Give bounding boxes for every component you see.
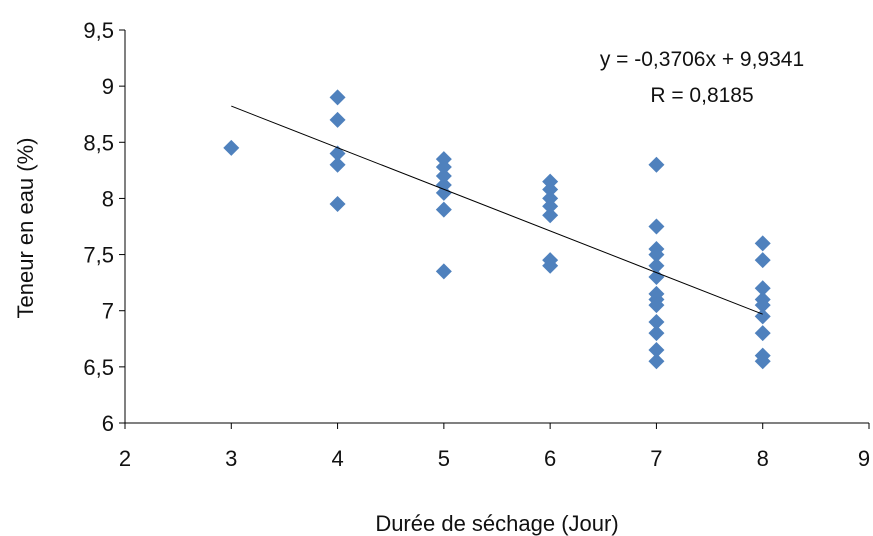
data-point xyxy=(648,269,665,286)
y-tick-label: 6,5 xyxy=(83,355,114,380)
data-point xyxy=(648,313,665,330)
y-tick-label: 8,5 xyxy=(83,130,114,155)
x-tick-label: 3 xyxy=(225,446,237,471)
x-tick-label: 9 xyxy=(858,446,870,471)
data-point xyxy=(223,139,240,156)
data-point xyxy=(648,156,665,173)
data-point xyxy=(435,158,452,175)
x-tick-label: 4 xyxy=(331,446,343,471)
data-point xyxy=(754,325,771,342)
r-value-label: R = 0,8185 xyxy=(650,84,753,107)
y-tick-label: 9 xyxy=(102,74,114,99)
y-tick-label: 6 xyxy=(102,411,114,436)
data-point xyxy=(754,252,771,269)
data-point xyxy=(754,235,771,252)
y-axis-title: Teneur en eau (%) xyxy=(13,138,38,319)
data-point xyxy=(329,156,346,173)
data-point xyxy=(754,297,771,314)
x-tick-label: 5 xyxy=(438,446,450,471)
data-point xyxy=(648,257,665,274)
x-tick-label: 8 xyxy=(757,446,769,471)
data-point xyxy=(542,257,559,274)
data-point xyxy=(329,89,346,106)
x-axis-title: Durée de séchage (Jour) xyxy=(375,511,618,536)
y-tick-label: 8 xyxy=(102,186,114,211)
axes xyxy=(124,30,869,424)
data-point xyxy=(435,184,452,201)
x-tick-label: 6 xyxy=(544,446,556,471)
data-point xyxy=(648,342,665,359)
y-tick-label: 7,5 xyxy=(83,243,114,268)
data-point xyxy=(754,280,771,297)
data-point xyxy=(648,325,665,342)
data-point xyxy=(648,297,665,314)
x-ticks: 2 3 4 5 6 7 8 9 xyxy=(119,423,870,471)
data-point xyxy=(754,308,771,325)
data-point xyxy=(542,207,559,224)
data-point xyxy=(648,246,665,263)
y-tick-label: 9,5 xyxy=(83,18,114,43)
data-point xyxy=(754,353,771,370)
data-point xyxy=(435,167,452,184)
y-tick-label: 7 xyxy=(102,299,114,324)
data-point xyxy=(329,196,346,213)
data-point xyxy=(542,181,559,198)
equation-label: y = -0,3706x + 9,9341 xyxy=(600,48,804,71)
data-point xyxy=(435,263,452,280)
trendline xyxy=(231,105,763,315)
x-tick-label: 2 xyxy=(119,446,131,471)
x-tick-label: 7 xyxy=(650,446,662,471)
y-ticks: 6 6,5 7 7,5 8 8,5 9 9,5 xyxy=(83,18,125,436)
data-point xyxy=(648,353,665,370)
data-point xyxy=(435,201,452,218)
data-point xyxy=(329,111,346,128)
data-point xyxy=(542,198,559,215)
data-points xyxy=(223,89,771,370)
data-point xyxy=(648,218,665,235)
